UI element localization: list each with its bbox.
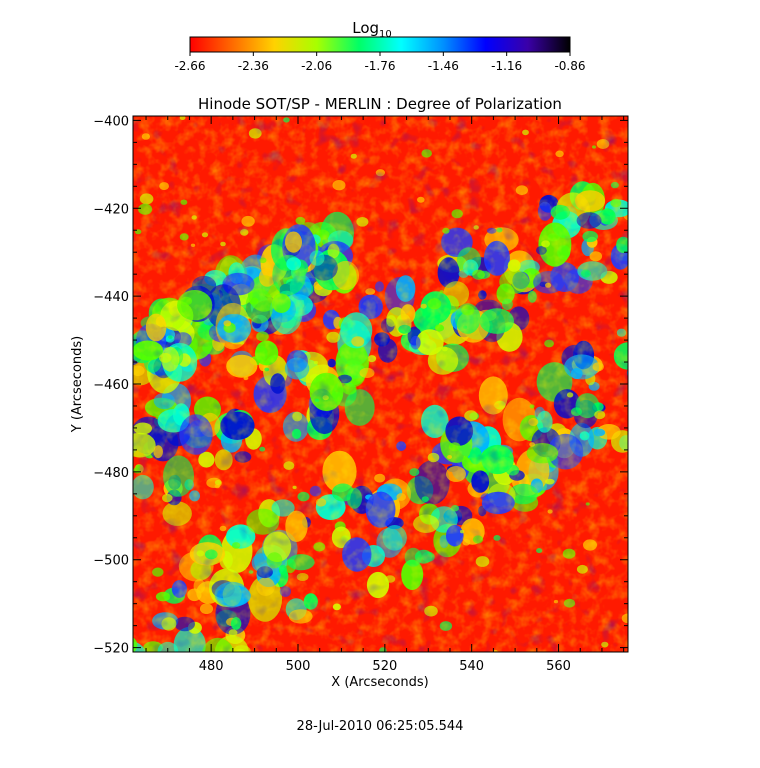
heatmap-structure	[631, 322, 659, 358]
y-tick-label: −480	[93, 466, 129, 481]
colorbar-label: Log10	[352, 19, 392, 40]
heatmap-structure	[626, 368, 628, 377]
y-tick-label: −420	[93, 202, 129, 217]
x-axis: 480 500 520 540 560	[145, 116, 625, 674]
colorbar-tick-label: -1.76	[364, 59, 395, 73]
colorbar-tick-label: -0.86	[554, 59, 585, 73]
heatmap-speckle	[133, 116, 628, 652]
x-tick-label: 500	[286, 659, 311, 674]
x-tick-label: 540	[459, 659, 484, 674]
heatmap-structure	[93, 594, 109, 607]
y-tick-label: −400	[93, 114, 129, 129]
y-axis: −400 −420 −440 −460 −480 −500 −520	[93, 114, 628, 657]
heatmap-structure	[156, 674, 180, 701]
timestamp: 28-Jul-2010 06:25:05.544	[297, 719, 464, 734]
y-tick-label: −460	[93, 378, 129, 393]
x-tick-label: 480	[199, 659, 224, 674]
heatmap-structure	[630, 381, 648, 402]
colorbar-tick-label: -2.36	[238, 59, 269, 73]
chart-title: Hinode SOT/SP - MERLIN : Degree of Polar…	[198, 95, 562, 113]
colorbar-ticks: -2.66 -2.36 -2.06 -1.76 -1.46 -1.16 -0.86	[174, 52, 586, 73]
y-tick-label: −440	[93, 290, 129, 305]
colorbar-tick-label: -2.66	[174, 59, 205, 73]
heatmap-structure	[99, 500, 130, 533]
colorbar-tick-label: -1.16	[491, 59, 522, 73]
x-axis-label: X (Arcseconds)	[331, 675, 428, 690]
colorbar-tick-label: -1.46	[428, 59, 459, 73]
heatmap-structure	[160, 657, 184, 674]
colorbar-tick-label: -2.06	[301, 59, 332, 73]
y-axis-label: Y (Arcseconds)	[70, 336, 85, 433]
colorbar	[189, 36, 571, 53]
heatmap-structure	[133, 429, 135, 446]
heatmap-image	[93, 116, 659, 701]
y-tick-label: −500	[93, 554, 129, 569]
x-tick-label: 520	[372, 659, 397, 674]
heatmap-structure	[103, 415, 127, 438]
x-tick-label: 560	[546, 659, 571, 674]
y-tick-label: −520	[93, 642, 129, 657]
